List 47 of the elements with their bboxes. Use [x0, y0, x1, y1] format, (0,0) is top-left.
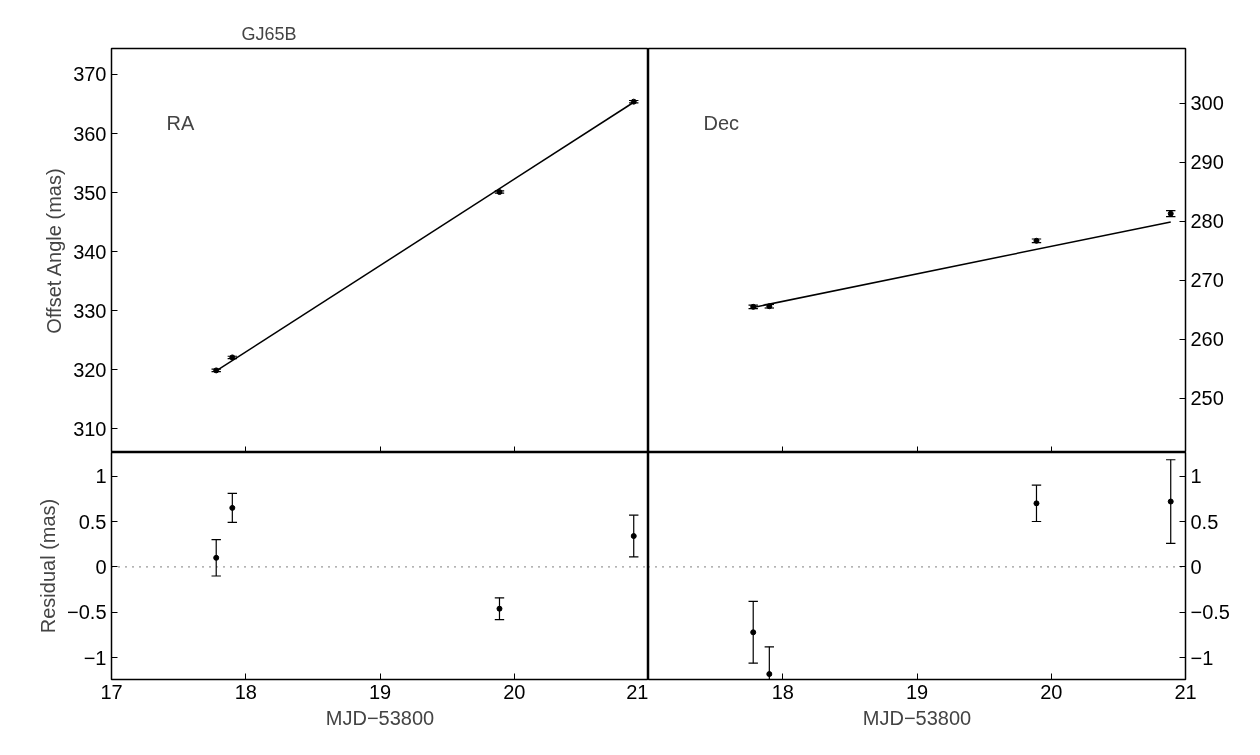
y2-tick-label: 270 [1190, 269, 1224, 292]
y-tick-label: 0 [95, 555, 107, 578]
chart-title: GJ65B [241, 23, 297, 44]
point [229, 504, 236, 511]
point [750, 629, 757, 636]
y-tick-label: 370 [73, 63, 107, 86]
x-axis-title: MJD−53800 [862, 706, 972, 729]
y2-tick-label: −0.5 [1190, 601, 1230, 624]
y2-tick-label: 250 [1190, 387, 1224, 410]
y-tick-label: −0.5 [67, 601, 107, 624]
y2-tick-label: 300 [1190, 92, 1224, 115]
y2-tick-label: −1 [1190, 646, 1214, 669]
y-axis-title: Residual (mas) [37, 498, 60, 634]
y2-tick-label: 290 [1190, 151, 1224, 174]
x-axis-title: MJD−53800 [325, 706, 435, 729]
y-tick-label: 0.5 [78, 510, 107, 533]
y-tick-label: 360 [73, 122, 107, 145]
x-tick-label: 18 [771, 680, 794, 703]
x-tick-label: 19 [905, 680, 929, 703]
point [213, 554, 220, 561]
y-tick-label: −1 [83, 646, 107, 669]
y2-tick-label: 260 [1190, 328, 1224, 351]
x-tick-label: 21 [626, 680, 649, 703]
point [1167, 498, 1174, 505]
y2-tick-label: 0 [1190, 555, 1202, 578]
y-axis-title: Offset Angle (mas) [43, 168, 66, 334]
annotation: RA [166, 111, 195, 134]
y-tick-label: 350 [73, 181, 107, 204]
y-tick-label: 320 [73, 358, 107, 381]
point [496, 605, 503, 612]
y2-tick-label: 1 [1190, 465, 1202, 488]
y-tick-label: 340 [73, 240, 107, 263]
x-tick-label: 20 [1040, 680, 1063, 703]
annotation: Dec [703, 111, 740, 134]
x-tick-label: 20 [503, 680, 526, 703]
point [630, 533, 637, 540]
x-tick-label: 21 [1174, 680, 1197, 703]
y-tick-label: 330 [73, 299, 107, 322]
point [766, 671, 773, 678]
y-tick-label: 1 [95, 465, 107, 488]
y-tick-label: 310 [73, 417, 107, 440]
x-tick-label: 19 [368, 680, 392, 703]
point [1033, 500, 1040, 507]
x-tick-label: 18 [234, 680, 257, 703]
x-tick-label: 17 [100, 680, 123, 703]
y2-tick-label: 280 [1190, 210, 1224, 233]
y2-tick-label: 0.5 [1190, 510, 1219, 533]
